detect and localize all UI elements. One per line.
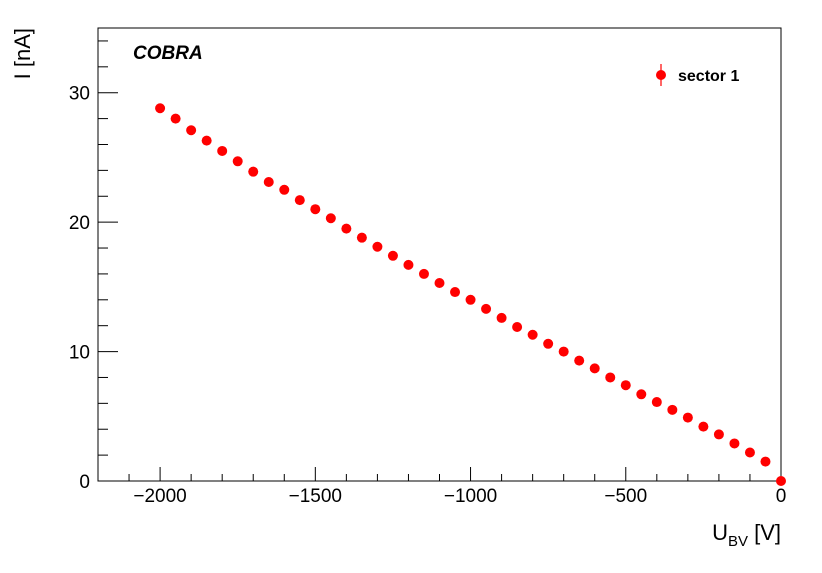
y-axis-ticks: 0 10 20 30 <box>69 40 118 493</box>
legend-label: sector 1 <box>678 68 739 85</box>
x-tick-label: −1500 <box>289 486 342 507</box>
y-tick-label: 10 <box>69 343 90 364</box>
data-point <box>605 372 616 383</box>
data-point <box>729 438 740 449</box>
data-point <box>201 135 212 146</box>
y-tick-label: 0 <box>79 472 90 493</box>
data-point <box>651 397 662 408</box>
data-points <box>155 103 786 486</box>
data-point <box>543 338 554 349</box>
data-point <box>434 277 445 288</box>
data-point <box>713 429 724 440</box>
x-axis-title-main: U <box>712 520 728 545</box>
x-tick-label: −500 <box>604 486 647 507</box>
data-point <box>574 355 585 366</box>
data-point <box>450 287 461 298</box>
data-point <box>744 447 755 458</box>
legend-marker <box>656 70 666 80</box>
plot-frame <box>97 27 782 482</box>
data-point <box>186 125 197 136</box>
data-point <box>636 389 647 400</box>
data-point <box>356 232 367 243</box>
data-point <box>263 177 274 188</box>
data-point <box>248 166 259 177</box>
x-axis-title: UBV [V] <box>712 520 781 550</box>
data-point <box>310 204 321 215</box>
data-point <box>682 412 693 423</box>
x-axis-title-sub: BV <box>728 533 748 550</box>
data-point <box>279 184 290 195</box>
data-point <box>589 363 600 374</box>
x-axis-title-unit: [V] <box>748 520 781 545</box>
data-point <box>760 456 771 467</box>
y-axis-title: I [nA] <box>10 28 35 79</box>
legend: sector 1 <box>656 64 739 86</box>
data-point <box>512 321 523 332</box>
data-point <box>620 380 631 391</box>
data-point <box>232 156 243 167</box>
data-point <box>698 421 709 432</box>
data-point <box>558 346 569 357</box>
data-point <box>481 303 492 314</box>
data-point <box>465 294 476 305</box>
x-tick-label: 0 <box>776 486 787 507</box>
data-point <box>776 476 786 486</box>
data-point <box>403 259 414 270</box>
data-point <box>667 404 678 415</box>
data-point <box>155 103 166 114</box>
data-point <box>527 329 538 340</box>
data-point <box>325 213 336 224</box>
data-point <box>341 223 352 234</box>
x-tick-label: −2000 <box>133 486 186 507</box>
y-tick-label: 30 <box>69 84 90 105</box>
data-point <box>496 312 507 323</box>
data-point <box>294 195 305 206</box>
data-point <box>372 241 383 252</box>
data-point <box>387 250 398 261</box>
data-point <box>418 268 429 279</box>
x-tick-label: −1000 <box>444 486 497 507</box>
data-point <box>170 113 181 124</box>
x-axis-ticks: −2000 −1500 −1000 −500 0 <box>97 467 787 507</box>
annotation-label: COBRA <box>133 43 203 64</box>
y-tick-label: 20 <box>69 213 90 234</box>
data-point <box>217 145 228 156</box>
